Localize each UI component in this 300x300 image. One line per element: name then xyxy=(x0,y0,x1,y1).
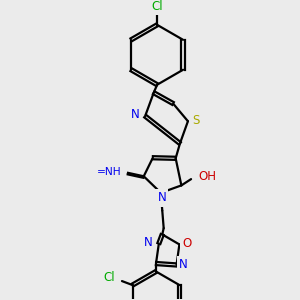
Text: OH: OH xyxy=(199,170,217,183)
Text: N: N xyxy=(144,236,153,249)
Text: Cl: Cl xyxy=(103,271,115,284)
Text: =NH: =NH xyxy=(97,167,122,177)
Text: N: N xyxy=(179,258,188,271)
Text: S: S xyxy=(192,114,200,127)
Text: N: N xyxy=(131,109,140,122)
Text: N: N xyxy=(158,191,166,204)
Text: Cl: Cl xyxy=(151,0,163,13)
Text: O: O xyxy=(182,237,191,250)
